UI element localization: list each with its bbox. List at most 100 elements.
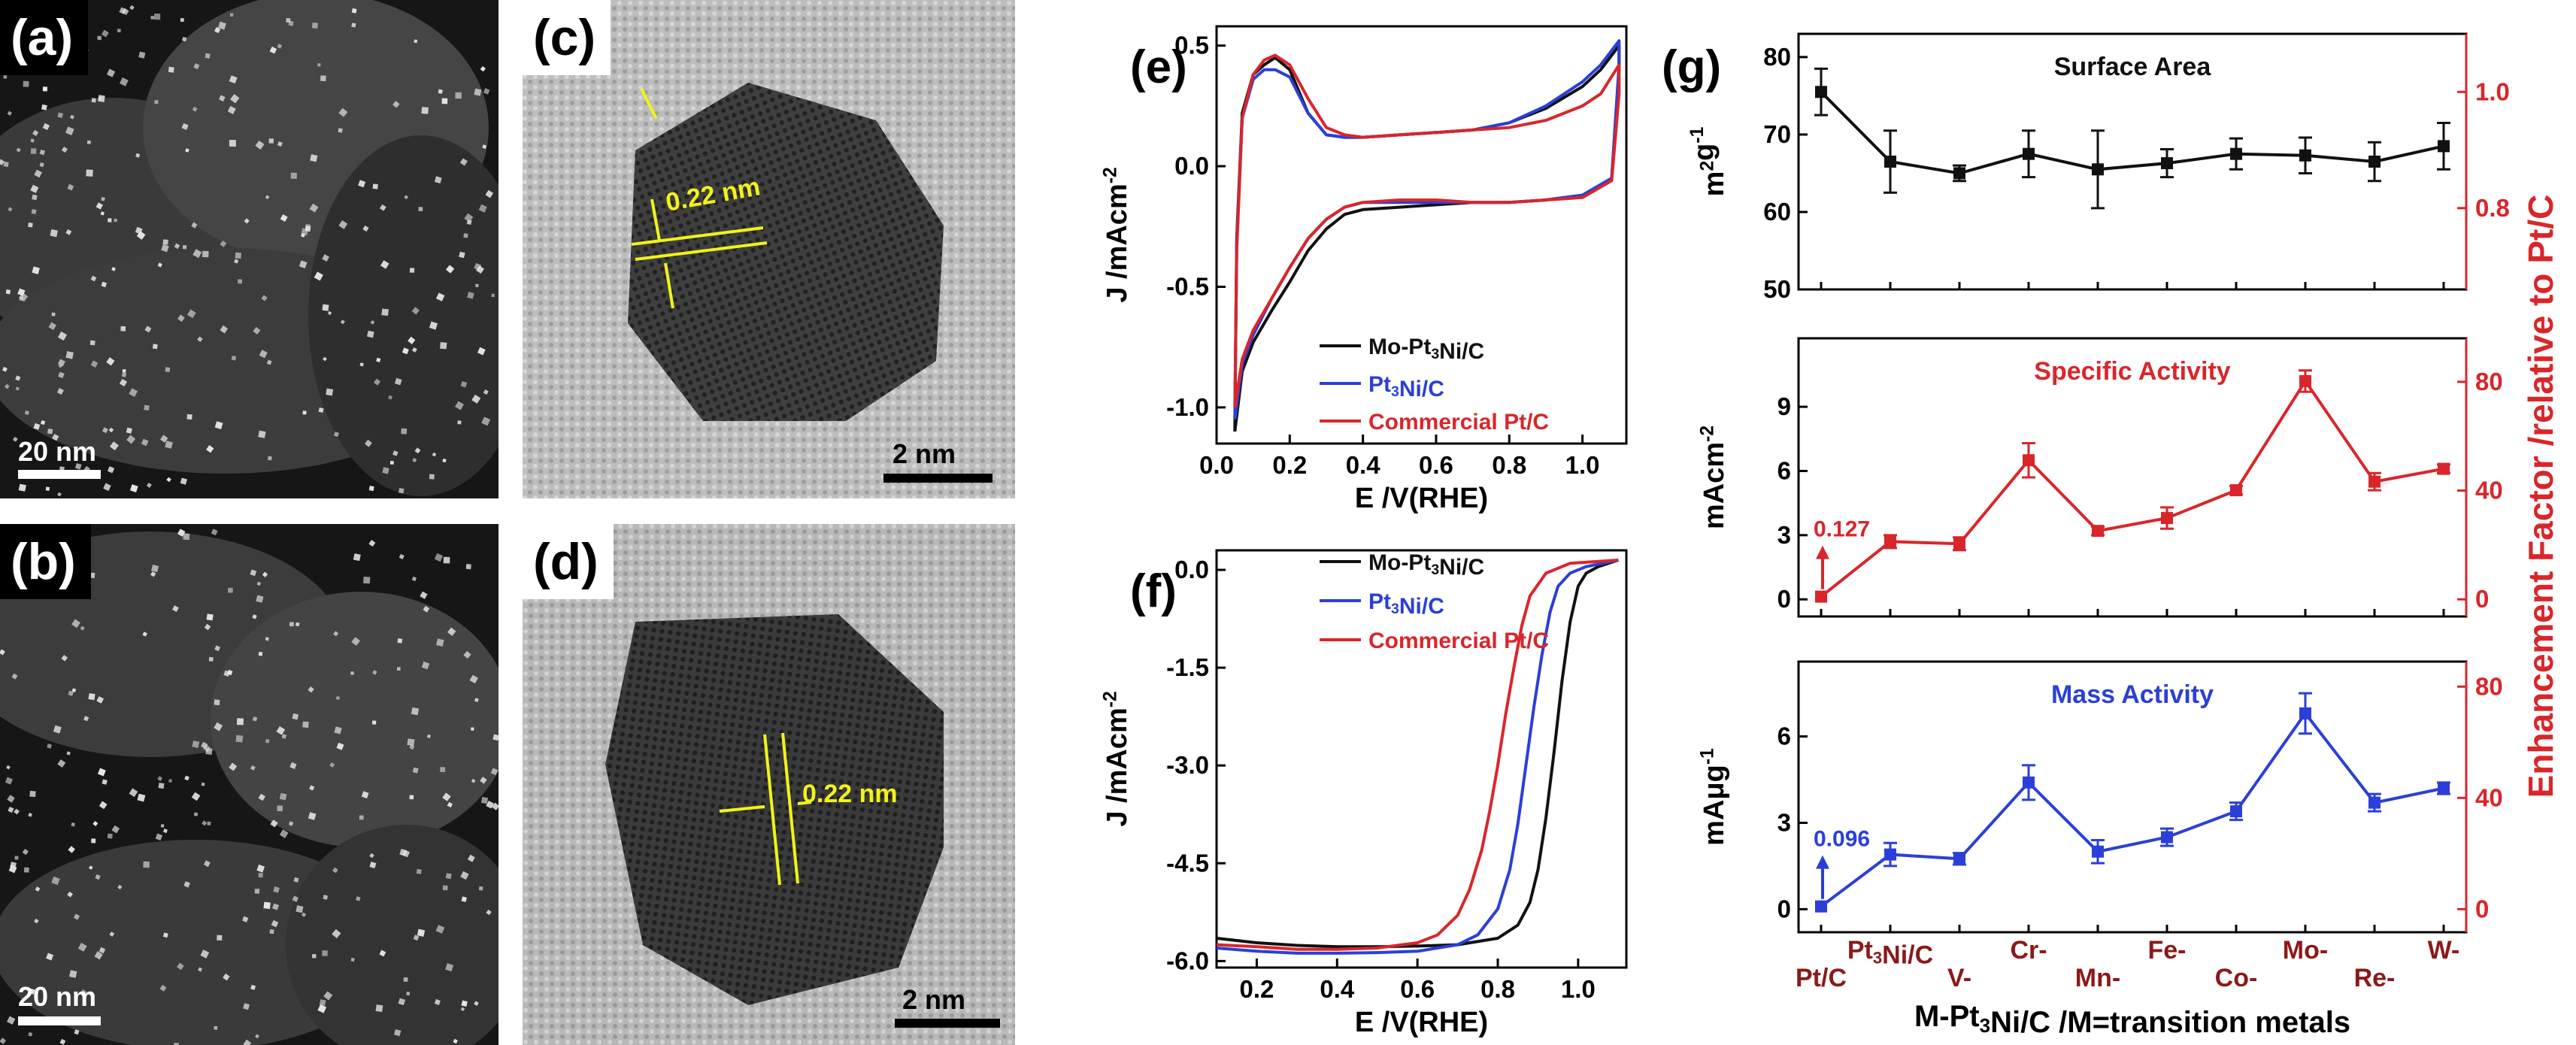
data-point xyxy=(2299,707,2311,719)
panel-c-label: (c) xyxy=(523,0,611,75)
y-tick-label: 0 xyxy=(1777,585,1791,613)
y-tick-label: 6 xyxy=(1777,456,1791,484)
legend-label: Mo-Pt3Ni/C xyxy=(1368,550,1484,580)
data-point xyxy=(1815,590,1827,603)
x-tick-label: 0.0 xyxy=(1199,451,1234,479)
x-tick-label: 0.8 xyxy=(1492,451,1526,479)
data-point xyxy=(2161,157,2173,170)
data-point xyxy=(2023,147,2035,160)
chart-f-orr-polarization: 0.2 0.4 0.6 0.8 1.0 0.0 -1.5 -3.0 -4.5 -6.0 E /V(R… xyxy=(1100,549,1628,1038)
y-tick-label: 80 xyxy=(1763,43,1791,71)
data-point xyxy=(2438,462,2450,475)
data-point xyxy=(2023,776,2035,789)
y-tick-label: 3 xyxy=(1777,808,1791,836)
panel-a-scale-text: 20 nm xyxy=(18,436,97,467)
annotation-value: 0.127 xyxy=(1814,517,1870,542)
y-axis-label: J /mAcm-2 xyxy=(1100,691,1133,826)
chart-e-cv: 0.0 0.2 0.4 0.6 0.8 1.0 0.5 0.0 -0.5 -1.0 E /V(RHE… xyxy=(1100,25,1628,514)
right-y-tick-label: 80 xyxy=(2475,672,2503,700)
data-point xyxy=(1815,900,1827,913)
data-point xyxy=(1884,535,1896,548)
category-label: V- xyxy=(1947,964,1971,992)
x-tick-label: 0.4 xyxy=(1320,975,1355,1003)
panel-b-image: (b) 20 nm xyxy=(0,524,499,1045)
panel-b-label: (b) xyxy=(0,524,91,599)
x-tick-label: 0.6 xyxy=(1400,975,1435,1003)
x-tick-label: 1.0 xyxy=(1565,451,1600,479)
data-point xyxy=(2092,163,2104,176)
y-tick-label: 60 xyxy=(1763,198,1791,226)
data-point xyxy=(1953,167,1965,180)
legend-label: Commercial Pt/C xyxy=(1368,629,1549,653)
right-y-tick-label: 0.8 xyxy=(2475,194,2510,222)
data-point xyxy=(1953,853,1965,865)
data-point xyxy=(2092,525,2104,538)
data-point xyxy=(2092,845,2104,858)
annotation-value: 0.096 xyxy=(1814,827,1870,852)
annotation-arrowhead xyxy=(1816,855,1829,869)
legend-label: Pt3Ni/C xyxy=(1368,372,1444,401)
panel-c-scale-bar xyxy=(883,474,993,483)
panel-d-lattice-text: 0.22 nm xyxy=(802,780,898,808)
y-tick-label: 3 xyxy=(1777,521,1791,549)
series-line-Mo-Pt3Ni/C xyxy=(1233,44,1621,432)
category-label: Mo- xyxy=(2283,936,2328,965)
annotation-arrowhead xyxy=(1816,545,1829,559)
x-tick-label: 0.8 xyxy=(1480,975,1515,1003)
subplot-title: Specific Activity xyxy=(2034,357,2230,386)
y-tick-label: -1.5 xyxy=(1166,653,1209,681)
data-point xyxy=(2299,149,2311,162)
lattice-arrow-top xyxy=(640,88,658,120)
data-point xyxy=(2299,374,2311,387)
y-tick-label: 0.0 xyxy=(1174,556,1209,583)
y-tick-label: -1.0 xyxy=(1166,393,1209,421)
data-point xyxy=(2230,805,2242,818)
panel-d-label: (d) xyxy=(523,524,614,599)
right-y-tick-label: 1.0 xyxy=(2475,77,2510,105)
category-label: Cr- xyxy=(2010,936,2047,965)
legend-label: Mo-Pt3Ni/C xyxy=(1368,335,1484,364)
data-point xyxy=(2368,156,2381,168)
y-axis-label: mAμg-1 xyxy=(1697,748,1730,846)
panel-c-scale-text: 2 nm xyxy=(893,438,956,469)
plot-f-frame xyxy=(1215,549,1628,969)
panel-d-scale-text: 2 nm xyxy=(902,984,966,1015)
panel-e-label: (e) xyxy=(1130,41,1187,93)
data-point xyxy=(1884,156,1896,168)
data-point xyxy=(2230,147,2242,160)
y-tick-label: 6 xyxy=(1777,722,1791,750)
panel-g-label: (g) xyxy=(1662,41,1721,93)
series-line-Specific Activity xyxy=(1820,378,2444,598)
panel-c-micrograph xyxy=(523,0,1015,498)
y-tick-label: -0.5 xyxy=(1166,272,1209,300)
series-line-Surface Area xyxy=(1820,90,2444,175)
data-point xyxy=(1953,538,1965,550)
y-tick-label: 0 xyxy=(1777,895,1791,922)
category-label: Pt/C xyxy=(1796,964,1847,992)
y-tick-label: 0.0 xyxy=(1174,152,1209,180)
panel-b-micrograph xyxy=(0,524,499,1045)
right-y-tick-label: 0 xyxy=(2475,895,2489,922)
series-line-Mo-Pt3Ni/C xyxy=(1216,559,1619,949)
y-tick-label: -6.0 xyxy=(1166,947,1209,974)
y-tick-label: 70 xyxy=(1763,120,1791,148)
x-axis-label: E /V(RHE) xyxy=(1355,1007,1488,1038)
panel-f-label: (f) xyxy=(1130,565,1177,617)
right-y-tick-label: 80 xyxy=(2475,368,2503,395)
data-point xyxy=(2438,140,2450,153)
data-point xyxy=(2368,796,2381,809)
legend-label: Pt3Ni/C xyxy=(1368,589,1444,619)
category-label: Re- xyxy=(2354,964,2396,992)
y-tick-label: 50 xyxy=(1763,275,1791,303)
panel-b-scale-text: 20 nm xyxy=(18,981,97,1012)
series-line-Commercial Pt/C xyxy=(1216,559,1619,951)
y-tick-label: -4.5 xyxy=(1166,849,1209,877)
x-tick-label: 0.4 xyxy=(1346,451,1381,479)
x-tick-label: 1.0 xyxy=(1561,975,1596,1003)
y-axis-label: J /mAcm-2 xyxy=(1100,167,1133,302)
x-tick-label: 0.2 xyxy=(1272,451,1307,479)
panel-a-label: (a) xyxy=(0,0,89,75)
data-point xyxy=(2438,782,2450,795)
legend-label: Commercial Pt/C xyxy=(1368,410,1549,435)
